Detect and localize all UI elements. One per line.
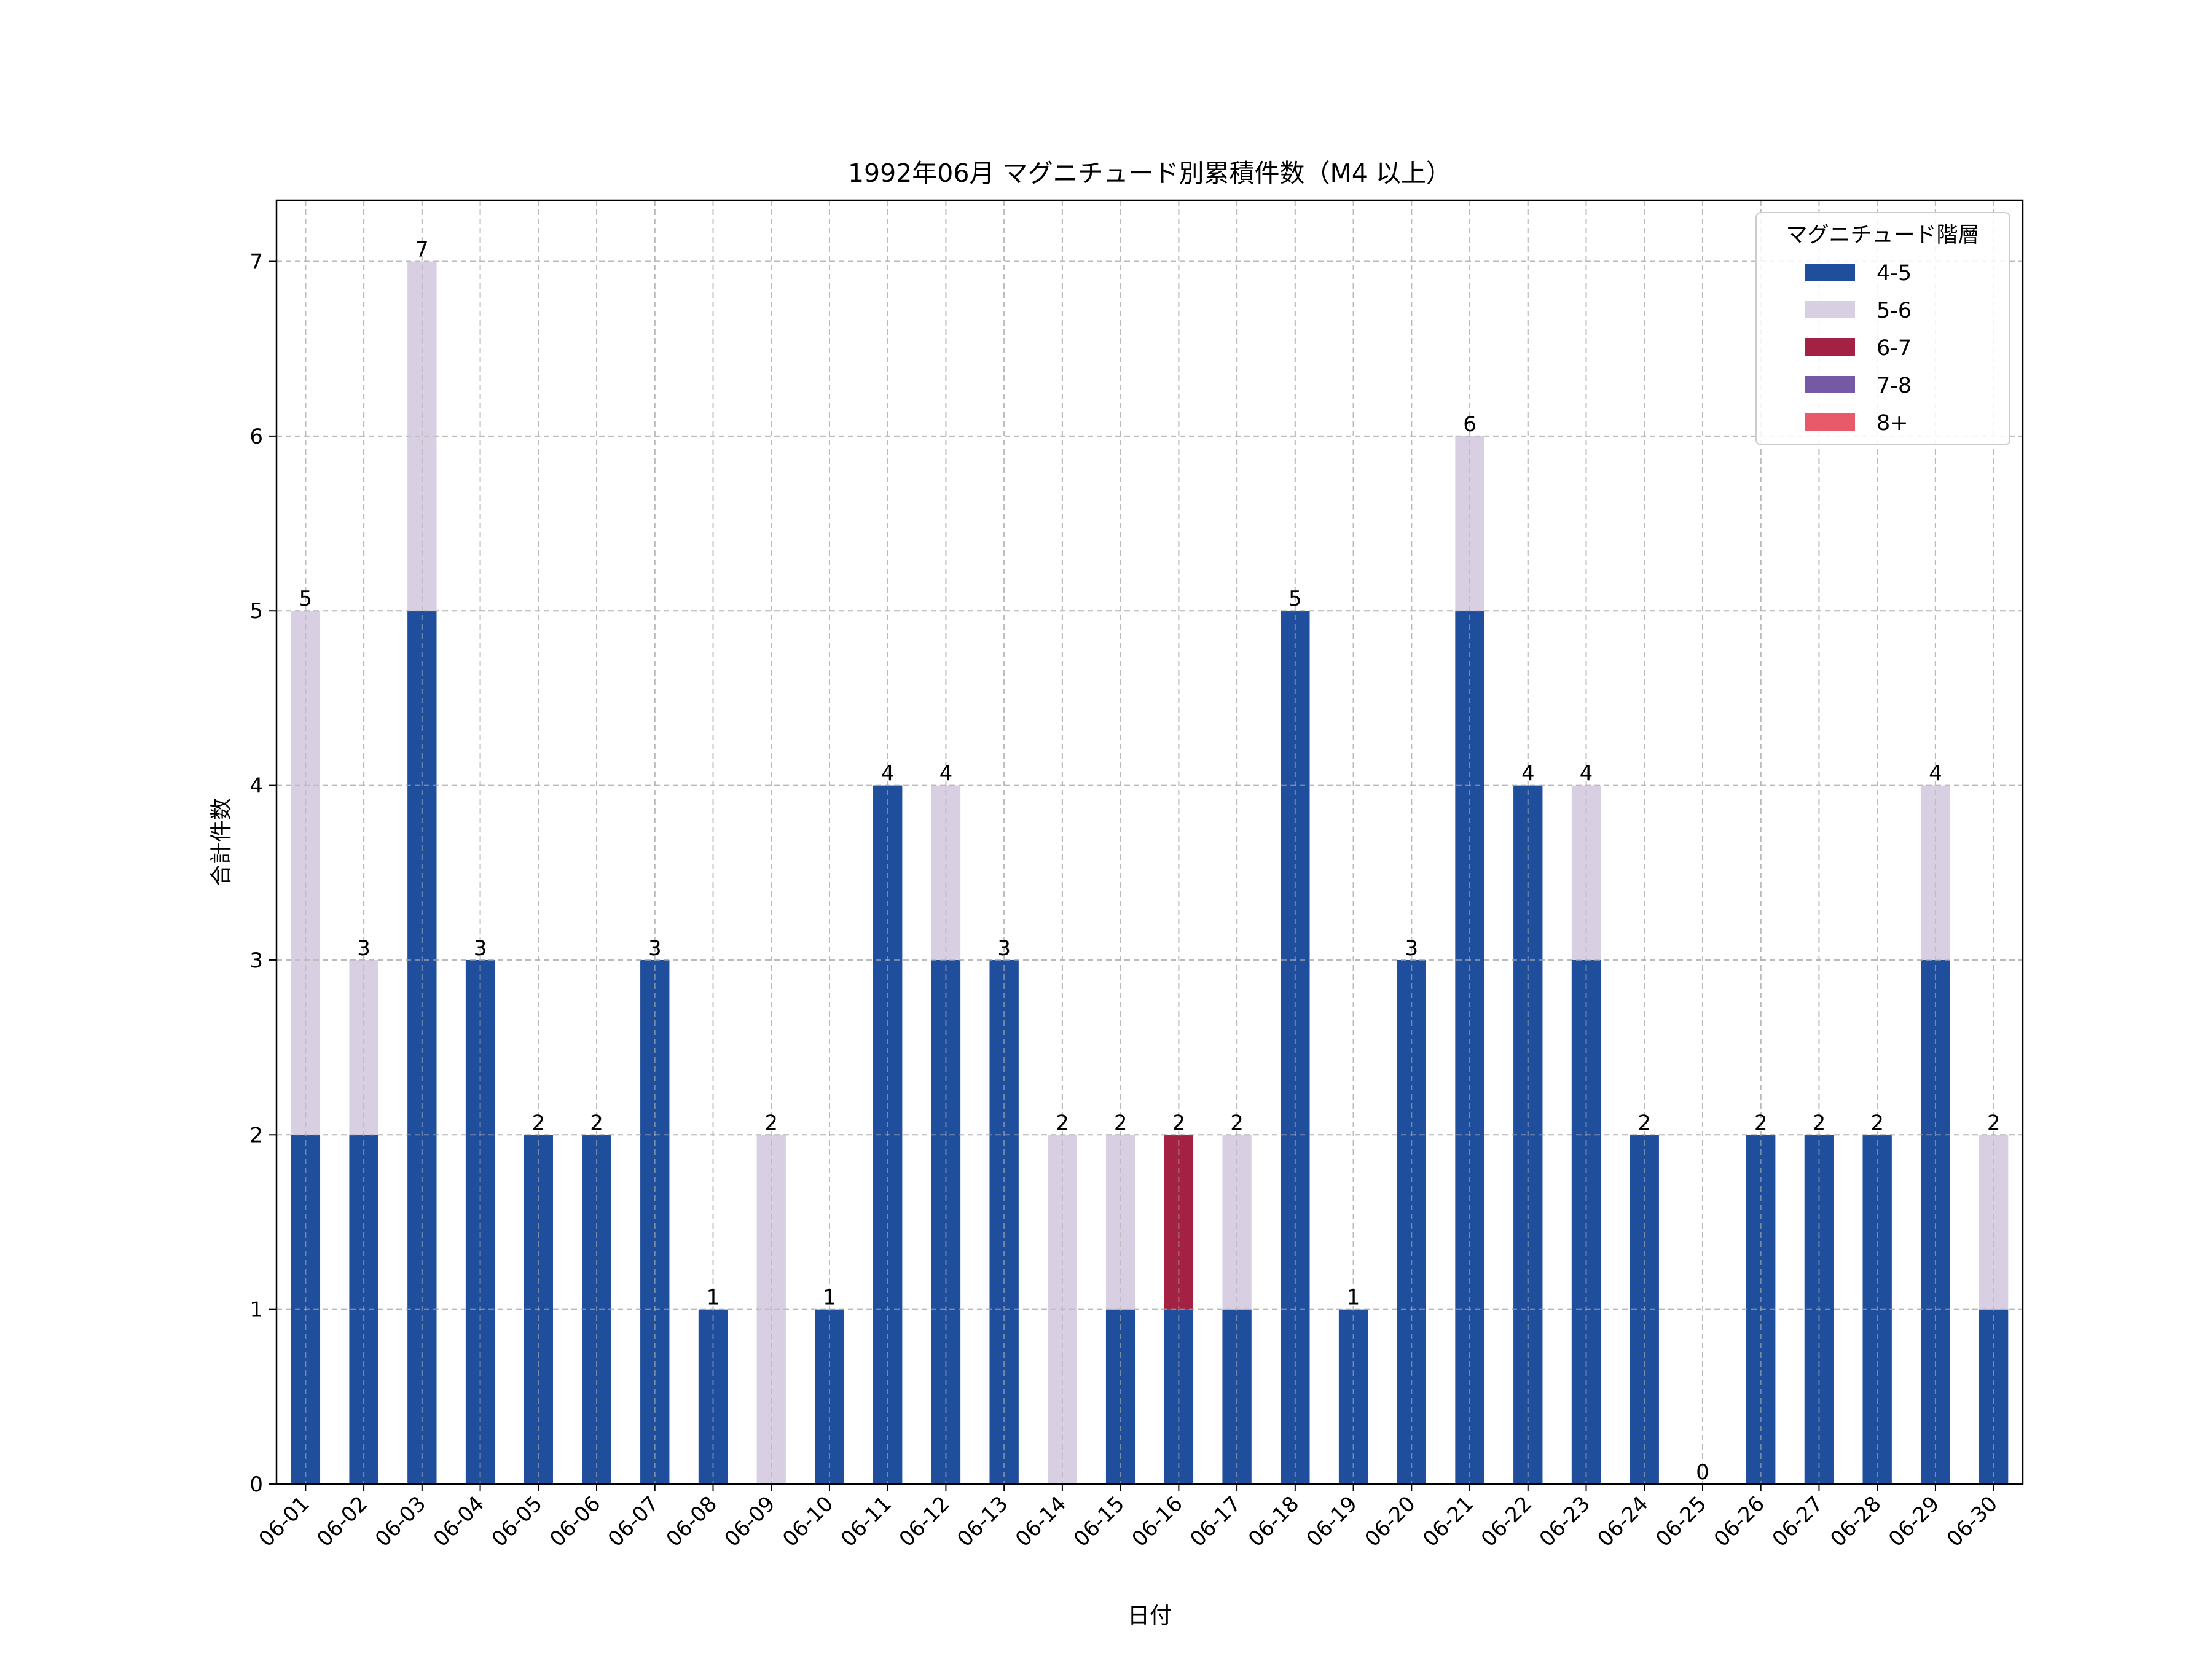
legend: マグニチュード階層 4-5 5-6 6-7 7-8 8+ (1755, 212, 2010, 445)
x-tick-label: 06-10 (778, 1491, 838, 1552)
x-tick-label: 06-17 (1185, 1491, 1245, 1552)
x-tick-label: 06-26 (1709, 1491, 1770, 1552)
x-tick-label: 06-11 (836, 1491, 896, 1552)
legend-swatch-5-6 (1805, 301, 1855, 318)
legend-label: 4-5 (1877, 261, 1912, 286)
bar-total-label: 2 (1172, 1111, 1186, 1135)
x-tick-label: 06-07 (603, 1491, 664, 1552)
bar-total-label: 3 (474, 936, 487, 961)
x-tick-label: 06-21 (1418, 1491, 1478, 1552)
bar-total-label: 2 (531, 1111, 545, 1135)
x-tick-label: 06-08 (662, 1491, 722, 1552)
x-axis-label: 日付 (1128, 1603, 1172, 1628)
bar-total-label: 5 (1288, 587, 1302, 611)
x-tick-label: 06-13 (952, 1491, 1013, 1552)
x-tick-label: 06-01 (254, 1491, 315, 1552)
y-tick-label: 1 (249, 1298, 263, 1323)
x-tick-label: 06-06 (545, 1491, 605, 1552)
legend-label: 7-8 (1877, 373, 1912, 398)
legend-swatch-8+ (1805, 413, 1855, 431)
x-tick-label: 06-30 (1942, 1491, 2002, 1552)
x-tick-label: 06-29 (1884, 1491, 1944, 1552)
y-axis-ticks: 0 1 2 3 4 5 6 7 (249, 250, 276, 1497)
x-axis-ticks: 06-0106-0206-0306-0406-0506-0606-0706-08… (254, 1484, 2002, 1552)
bar-segment-4-5 (931, 959, 961, 1484)
y-tick-label: 0 (249, 1472, 263, 1497)
bar-segment-4-5 (465, 959, 495, 1484)
bar-total-label: 2 (1813, 1111, 1826, 1135)
bar-total-label: 5 (299, 587, 313, 611)
chart-title: 1992年06月 マグニチュード別累積件数（M4 以上） (848, 158, 1451, 188)
bar-total-label: 0 (1696, 1460, 1709, 1485)
bar-total-label: 3 (648, 936, 662, 961)
legend-swatch-7-8 (1805, 376, 1855, 393)
bar-segment-4-5 (1921, 959, 1950, 1484)
bar-total-label: 3 (1405, 936, 1418, 961)
bar-segment-4-5 (1571, 959, 1601, 1484)
bar-total-label: 7 (415, 238, 429, 262)
bar-total-label: 2 (1870, 1111, 1884, 1135)
bar-total-label: 4 (881, 762, 895, 786)
bar-total-label: 2 (1637, 1111, 1651, 1135)
x-tick-label: 06-12 (895, 1491, 955, 1552)
bar-total-label: 2 (1114, 1111, 1128, 1135)
x-tick-label: 06-15 (1069, 1491, 1129, 1552)
bar-total-label: 2 (590, 1111, 603, 1135)
x-tick-label: 06-20 (1360, 1491, 1421, 1552)
bar-segment-4-5 (989, 959, 1019, 1484)
bar-total-label: 4 (939, 762, 953, 786)
y-axis-label: 合計件数 (209, 798, 234, 886)
x-tick-label: 06-14 (1011, 1491, 1071, 1552)
bar-segment-4-5 (1397, 959, 1426, 1484)
bar-total-label: 1 (1347, 1286, 1360, 1310)
bar-total-label: 2 (1230, 1111, 1244, 1135)
bar-total-label: 6 (1463, 412, 1477, 437)
bar-total-label: 3 (357, 936, 371, 961)
bar-total-label: 2 (764, 1111, 778, 1135)
x-tick-label: 06-24 (1593, 1491, 1653, 1552)
x-tick-label: 06-05 (487, 1491, 547, 1552)
x-tick-label: 06-28 (1826, 1491, 1886, 1552)
x-tick-label: 06-09 (720, 1491, 780, 1552)
y-tick-label: 3 (249, 948, 263, 973)
bar-segment-4-5 (640, 959, 670, 1484)
x-tick-label: 06-18 (1244, 1491, 1304, 1552)
bars (276, 200, 2023, 1485)
y-tick-label: 7 (249, 250, 263, 275)
x-tick-label: 06-25 (1651, 1491, 1711, 1552)
bar-total-label: 2 (1987, 1111, 2001, 1135)
bar-total-label: 4 (1521, 762, 1535, 786)
bar-total-label: 1 (707, 1286, 720, 1310)
plot-frame (275, 199, 2024, 1485)
legend-title: マグニチュード階層 (1786, 223, 1979, 248)
legend-swatch-4-5 (1805, 264, 1855, 281)
legend-label: 6-7 (1877, 336, 1912, 361)
bar-total-label: 3 (997, 936, 1011, 961)
x-tick-label: 06-27 (1768, 1491, 1828, 1552)
y-tick-label: 2 (249, 1123, 263, 1147)
x-tick-label: 06-22 (1477, 1491, 1537, 1552)
bar-total-label: 4 (1929, 762, 1942, 786)
legend-label: 5-6 (1877, 299, 1912, 323)
bar-total-label: 1 (823, 1286, 836, 1310)
y-tick-label: 4 (249, 774, 263, 799)
x-tick-label: 06-23 (1535, 1491, 1595, 1552)
y-tick-label: 6 (249, 424, 263, 449)
x-tick-label: 06-19 (1302, 1491, 1362, 1552)
y-tick-label: 5 (249, 599, 263, 623)
bar-total-label: 2 (1754, 1111, 1768, 1135)
bar-total-label: 4 (1580, 762, 1593, 786)
x-tick-label: 06-04 (429, 1491, 489, 1552)
bar-total-labels: 5 3 7 3 2 2 3 1 2 1 4 4 3 2 2 2 2 5 1 3 6 4 4 2 0 2 2 2 4 2 (299, 238, 2001, 1485)
x-tick-label: 06-02 (312, 1491, 372, 1552)
bar-total-label: 2 (1056, 1111, 1069, 1135)
legend-label: 8+ (1877, 411, 1908, 436)
x-tick-label: 06-16 (1128, 1491, 1188, 1552)
legend-items: 4-5 5-6 6-7 7-8 8+ (1805, 261, 1912, 436)
x-tick-label: 06-03 (371, 1491, 431, 1552)
legend-swatch-6-7 (1805, 338, 1855, 356)
